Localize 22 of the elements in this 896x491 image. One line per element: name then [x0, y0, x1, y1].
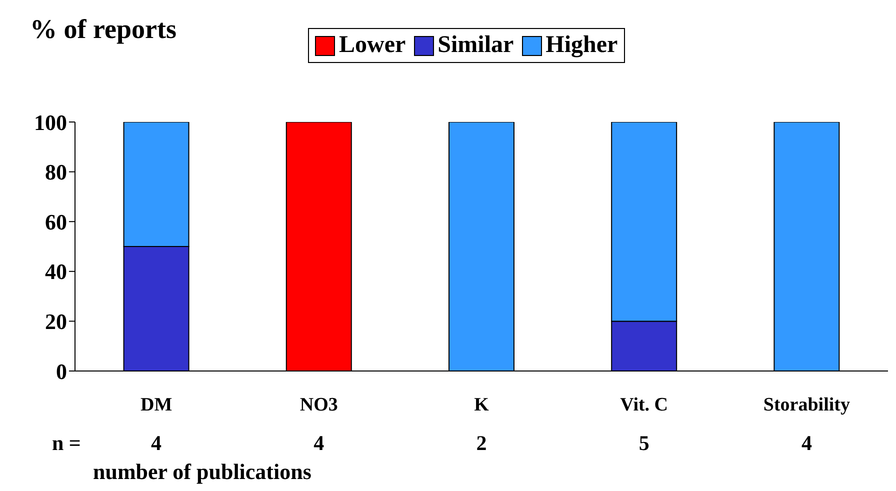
y-tick-label: 20 [45, 309, 67, 334]
y-axis-title: % of reports [30, 14, 176, 45]
text: 4 [800, 431, 813, 456]
y-tick-label: 100 [34, 110, 67, 135]
legend-label: Lower [338, 32, 406, 59]
text: 2 [475, 431, 488, 456]
x-tick-label: DM [140, 394, 172, 416]
x-tick-label: Vit. C [620, 394, 668, 416]
legend-label: Higher [544, 32, 618, 59]
text: n = [52, 431, 81, 456]
x-axis-title: number of publications [93, 459, 312, 485]
legend-label: Similar [436, 32, 514, 59]
x-tick-label: K [474, 394, 490, 416]
text: 4 [312, 431, 326, 456]
y-tick-label: 60 [45, 209, 67, 234]
y-tick-label: 40 [45, 259, 67, 284]
text: 4 [150, 431, 163, 456]
y-tick-label: 80 [45, 160, 67, 185]
y-tick-label: 0 [56, 358, 67, 384]
x-tick-label: Storability [763, 394, 850, 416]
x-tick-label: NO3 [300, 394, 338, 416]
text: 5 [638, 431, 650, 456]
